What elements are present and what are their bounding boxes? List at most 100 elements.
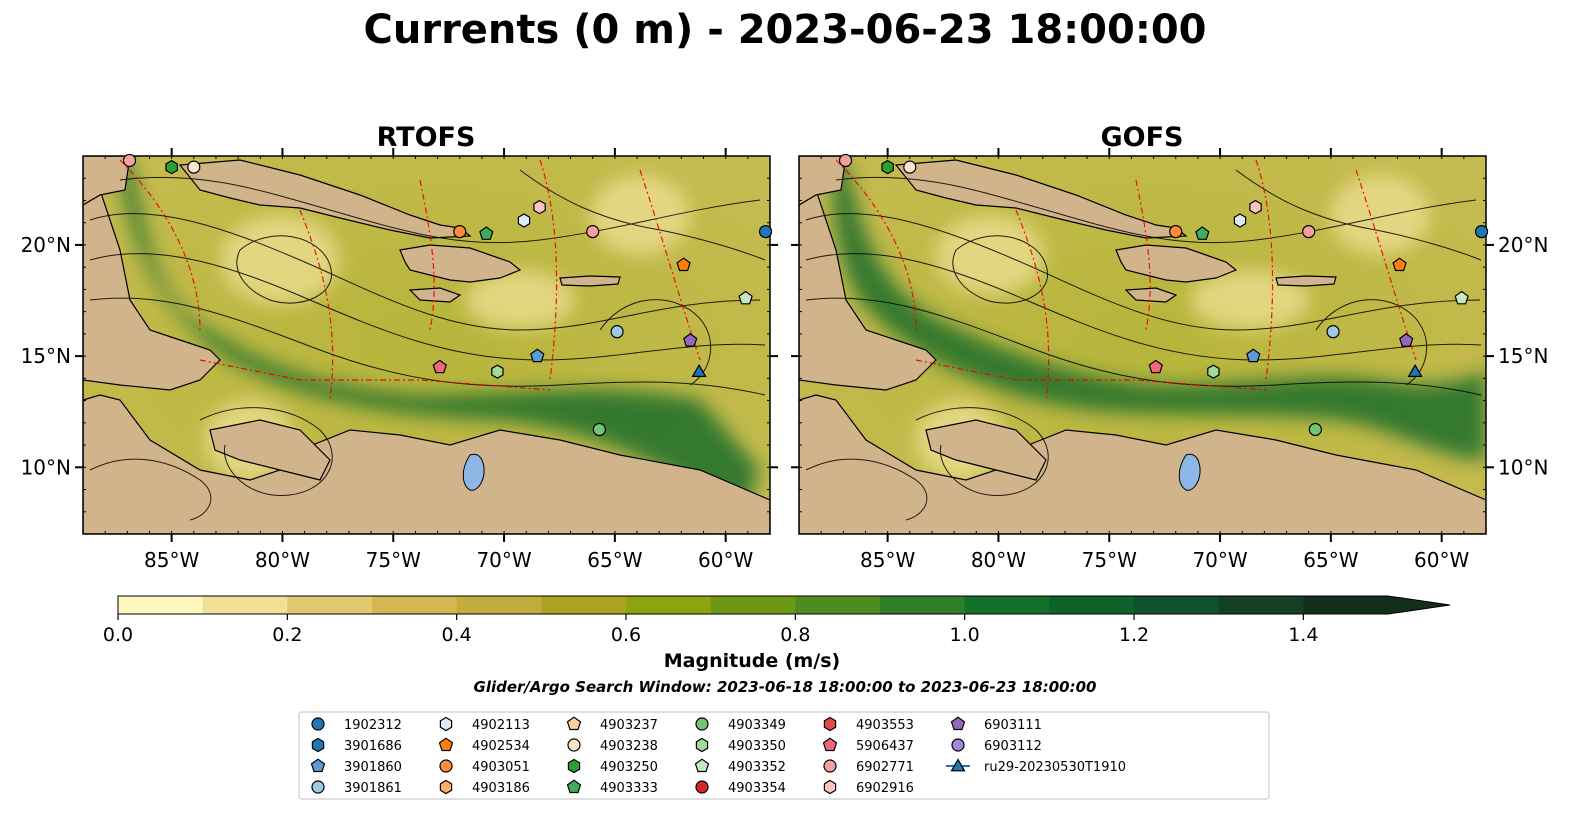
float-marker bbox=[122, 153, 137, 168]
legend-item: 4903350 bbox=[695, 737, 786, 754]
float-marker bbox=[881, 159, 894, 175]
colorbar-cell bbox=[710, 596, 796, 614]
colorbar-cell bbox=[1134, 596, 1220, 614]
map-frame bbox=[798, 155, 1487, 535]
legend-marker bbox=[694, 758, 710, 773]
legend-label: ru29-20230530T1910 bbox=[984, 760, 1126, 775]
float-marker bbox=[676, 257, 691, 272]
legend-label: 4902534 bbox=[472, 739, 530, 754]
x-tick-label: 80°W bbox=[255, 548, 310, 572]
legend-item: 4902113 bbox=[439, 716, 530, 733]
float-marker bbox=[432, 359, 448, 374]
float-marker bbox=[1233, 213, 1247, 228]
colorbar-tick-label: 0.6 bbox=[611, 624, 641, 646]
float-marker bbox=[1249, 199, 1262, 215]
legend-label: 4903051 bbox=[472, 760, 530, 775]
legend-items: 1902312 3901686 3901860 3901861 4902113 49025… bbox=[310, 716, 1126, 796]
legend-item: 4903553 bbox=[823, 716, 914, 733]
legend-item: 4903186 bbox=[439, 779, 530, 796]
legend-marker bbox=[950, 716, 966, 731]
axes: 85°W 80°W 75°W 70°W 65°W 60°W 20°N 15°N 10°N 85°W… bbox=[21, 148, 1548, 572]
legend-marker bbox=[950, 758, 966, 772]
colorbar-cell bbox=[964, 596, 1050, 614]
x-tick-label: 75°W bbox=[366, 548, 421, 572]
legend-item: 3901861 bbox=[311, 780, 402, 796]
x-tick-label: 70°W bbox=[1192, 548, 1247, 572]
colorbar-cell bbox=[456, 596, 542, 614]
colorbar-cell bbox=[1303, 596, 1389, 614]
y-tick-label: 10°N bbox=[1498, 455, 1548, 479]
legend-item: 4903333 bbox=[566, 779, 658, 796]
float-marker bbox=[738, 290, 753, 305]
legend-label: 4903237 bbox=[600, 718, 658, 733]
legend-label: 4903186 bbox=[472, 781, 530, 796]
x-tick-label: 65°W bbox=[1303, 548, 1358, 572]
legend-item: 1902312 bbox=[311, 717, 402, 733]
lake bbox=[462, 453, 485, 491]
legend-marker bbox=[822, 737, 838, 752]
legend-label: 4903553 bbox=[856, 718, 914, 733]
legend-item: 4903354 bbox=[695, 780, 786, 796]
colorbar-tick-label: 1.4 bbox=[1288, 624, 1318, 646]
float-marker bbox=[586, 225, 600, 239]
float-marker bbox=[530, 348, 545, 363]
x-tick-label: 60°W bbox=[1414, 548, 1469, 572]
legend-marker bbox=[311, 780, 325, 794]
x-tick-label: 65°W bbox=[587, 548, 642, 572]
float-marker bbox=[1474, 225, 1489, 239]
legend-marker bbox=[566, 779, 582, 794]
float-marker bbox=[1392, 257, 1407, 272]
colorbar-cell bbox=[795, 596, 881, 614]
legend-label: 3901686 bbox=[344, 739, 402, 754]
colorbar-extend-arrow bbox=[1388, 596, 1450, 614]
legend-label: 4903238 bbox=[600, 739, 658, 754]
legend-label: 3901860 bbox=[344, 760, 402, 775]
colorbar-tick-label: 0.0 bbox=[103, 624, 133, 646]
legend-item: 3901686 bbox=[311, 737, 402, 754]
float-marker bbox=[533, 199, 546, 215]
colorbar-cell bbox=[372, 596, 458, 614]
panel-title-rtofs: RTOFS bbox=[377, 122, 476, 153]
legend-marker bbox=[566, 716, 582, 731]
colorbar-cell bbox=[880, 596, 966, 614]
panel-title-gofs: GOFS bbox=[1100, 122, 1183, 153]
legend-label: 6903111 bbox=[984, 718, 1042, 733]
colorbar-cell bbox=[1049, 596, 1135, 614]
float-marker bbox=[1399, 333, 1414, 347]
legend-marker bbox=[311, 737, 325, 753]
colorbar-cell bbox=[541, 596, 627, 614]
legend-marker bbox=[310, 758, 326, 773]
legend-label: 4903354 bbox=[728, 781, 786, 796]
fast-current-band bbox=[832, 160, 1486, 460]
legend-item: 6902916 bbox=[823, 779, 914, 796]
legend-marker bbox=[695, 780, 709, 794]
legend-label: 4903333 bbox=[600, 781, 658, 796]
legend-item: 4903237 bbox=[566, 716, 658, 733]
colorbar-outline bbox=[117, 595, 1451, 615]
float-marker bbox=[1302, 225, 1316, 239]
float-marker bbox=[1169, 225, 1183, 239]
land bbox=[799, 156, 1486, 534]
legend-item: 5906437 bbox=[822, 737, 914, 754]
legend-label: 4903250 bbox=[600, 760, 658, 775]
colorbar-tick-label: 0.8 bbox=[780, 624, 810, 646]
legend-label: 5906437 bbox=[856, 739, 914, 754]
legend-marker bbox=[823, 779, 837, 795]
y-tick-label: 15°N bbox=[1498, 344, 1548, 368]
float-marker bbox=[1326, 325, 1340, 339]
x-tick-label: 80°W bbox=[971, 548, 1026, 572]
colorbar-cell bbox=[626, 596, 712, 614]
float-marker bbox=[491, 364, 504, 379]
streamlines bbox=[805, 169, 1482, 521]
legend-label: 4903352 bbox=[728, 760, 786, 775]
legend-item: 6903111 bbox=[950, 716, 1042, 733]
figure-title: Currents (0 m) - 2023-06-23 18:00:00 bbox=[364, 7, 1207, 53]
float-marker bbox=[1454, 290, 1469, 305]
streamlines bbox=[89, 169, 766, 521]
float-marker bbox=[1207, 364, 1220, 379]
float-marker bbox=[453, 225, 467, 239]
legend-item: 4903349 bbox=[695, 717, 786, 733]
map-panel-gofs: GOFS bbox=[798, 122, 1487, 535]
land bbox=[83, 156, 770, 534]
legend-marker bbox=[439, 716, 453, 732]
